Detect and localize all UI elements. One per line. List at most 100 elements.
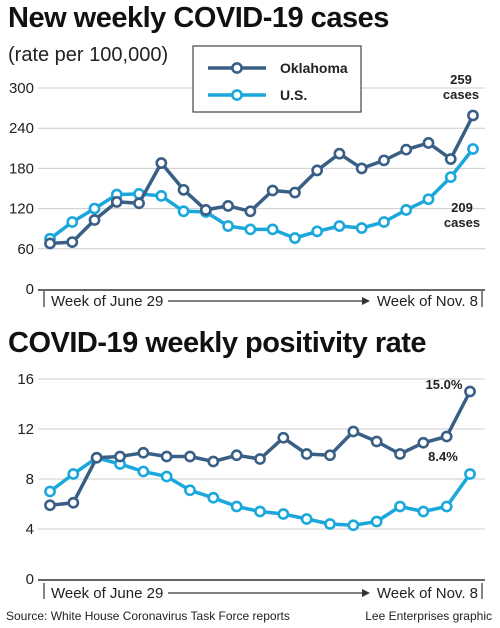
oklahoma-data-point xyxy=(67,496,80,509)
x-start-label: Week of June 29 xyxy=(51,293,163,310)
legend-box xyxy=(192,45,362,113)
oklahoma-data-point xyxy=(355,162,368,175)
oklahoma-data-point xyxy=(400,143,413,156)
y-tick-label: 4 xyxy=(26,521,34,538)
legend-oklahoma-marker xyxy=(231,62,243,74)
oklahoma-data-point xyxy=(230,449,243,462)
oklahoma-data-point xyxy=(288,186,301,199)
oklahoma-data-point xyxy=(444,153,457,165)
legend-us-label: U.S. xyxy=(280,87,307,103)
oklahoma-data-point xyxy=(333,147,346,160)
oklahoma-data-point xyxy=(66,236,79,248)
us-data-point xyxy=(160,470,173,483)
us-data-point xyxy=(288,232,301,244)
oklahoma-data-point xyxy=(467,109,479,122)
us-data-point xyxy=(184,484,196,497)
oklahoma-data-point xyxy=(417,436,430,449)
oklahoma-end-label-unit: cases xyxy=(443,87,479,102)
y-tick-label: 16 xyxy=(17,371,34,388)
us-data-point xyxy=(222,220,235,232)
us-data-point xyxy=(347,519,360,532)
oklahoma-data-point xyxy=(378,154,390,167)
y-tick-label: 8 xyxy=(26,471,34,488)
us-data-point xyxy=(155,189,168,202)
oklahoma-data-point xyxy=(277,431,290,444)
us-end-label-unit: cases xyxy=(444,215,480,230)
y-tick-label: 12 xyxy=(17,421,34,438)
oklahoma-data-point xyxy=(347,425,360,438)
x-end-label: Week of Nov. 8 xyxy=(377,585,478,602)
oklahoma-data-point xyxy=(88,214,101,226)
us-data-point xyxy=(440,500,453,513)
oklahoma-data-point xyxy=(311,164,324,177)
us-data-point xyxy=(324,518,336,530)
us-data-point xyxy=(207,491,220,504)
oklahoma-data-point xyxy=(324,449,336,462)
oklahoma-data-point xyxy=(137,446,150,459)
us-data-point xyxy=(444,171,457,184)
oklahoma-data-point xyxy=(464,385,476,398)
oklahoma-data-point xyxy=(110,195,123,208)
us-data-point xyxy=(400,204,413,216)
us-data-point xyxy=(417,505,430,518)
oklahoma-data-point xyxy=(440,430,453,443)
x-axis-arrowhead xyxy=(362,589,370,597)
y-tick-label: 60 xyxy=(17,241,34,258)
cases-chart-subtitle: (rate per 100,000) xyxy=(8,44,169,66)
oklahoma-data-point xyxy=(177,183,190,196)
us-data-point xyxy=(333,220,346,232)
us-end-label: 8.4% xyxy=(428,449,458,464)
us-data-point xyxy=(422,193,435,206)
oklahoma-data-point xyxy=(207,455,220,468)
us-data-point xyxy=(311,225,324,238)
us-data-point xyxy=(244,223,257,236)
oklahoma-data-point xyxy=(199,204,212,216)
us-data-point xyxy=(370,515,383,528)
positivity-chart-title: COVID-19 weekly positivity rate xyxy=(8,327,427,359)
x-end-label: Week of Nov. 8 xyxy=(377,293,478,310)
y-tick-label: 240 xyxy=(9,120,34,137)
oklahoma-data-point xyxy=(370,435,383,448)
us-data-point xyxy=(88,202,101,215)
us-data-point xyxy=(277,508,290,520)
oklahoma-data-point xyxy=(155,157,168,169)
y-tick-label: 180 xyxy=(9,160,34,177)
y-tick-label: 0 xyxy=(26,281,34,298)
us-data-point xyxy=(394,500,406,513)
credit-note: Lee Enterprises graphic xyxy=(365,609,492,623)
us-data-point xyxy=(177,205,190,218)
us-data-point xyxy=(266,223,279,236)
oklahoma-data-point xyxy=(394,448,406,460)
oklahoma-data-point xyxy=(266,184,279,197)
legend-us-marker xyxy=(231,89,243,101)
us-data-point xyxy=(467,143,479,155)
us-data-point xyxy=(67,468,80,480)
oklahoma-data-point xyxy=(184,450,196,463)
oklahoma-data-point xyxy=(300,448,313,460)
oklahoma-end-label: 15.0% xyxy=(426,377,463,392)
us-data-point xyxy=(464,468,476,480)
oklahoma-data-point xyxy=(133,197,145,210)
us-data-point xyxy=(254,505,266,518)
oklahoma-data-point xyxy=(160,450,173,463)
oklahoma-series-line xyxy=(49,114,475,246)
us-data-point xyxy=(378,216,390,228)
y-tick-label: 120 xyxy=(9,201,34,218)
y-tick-label: 300 xyxy=(9,80,34,97)
us-end-label: 209 xyxy=(451,200,473,215)
us-data-point xyxy=(230,500,243,513)
us-data-point xyxy=(44,485,56,498)
us-data-point xyxy=(355,222,368,234)
x-axis-arrowhead xyxy=(362,297,370,305)
cases-chart-title: New weekly COVID-19 cases xyxy=(8,2,389,34)
oklahoma-end-label: 259 xyxy=(450,72,472,87)
oklahoma-data-point xyxy=(44,237,56,250)
oklahoma-data-point xyxy=(114,450,126,463)
oklahoma-data-point xyxy=(254,453,266,465)
us-data-point xyxy=(300,513,313,525)
oklahoma-data-point xyxy=(222,200,235,212)
legend-oklahoma-label: Oklahoma xyxy=(280,60,348,76)
us-data-point xyxy=(66,216,79,228)
y-tick-label: 0 xyxy=(26,571,34,588)
